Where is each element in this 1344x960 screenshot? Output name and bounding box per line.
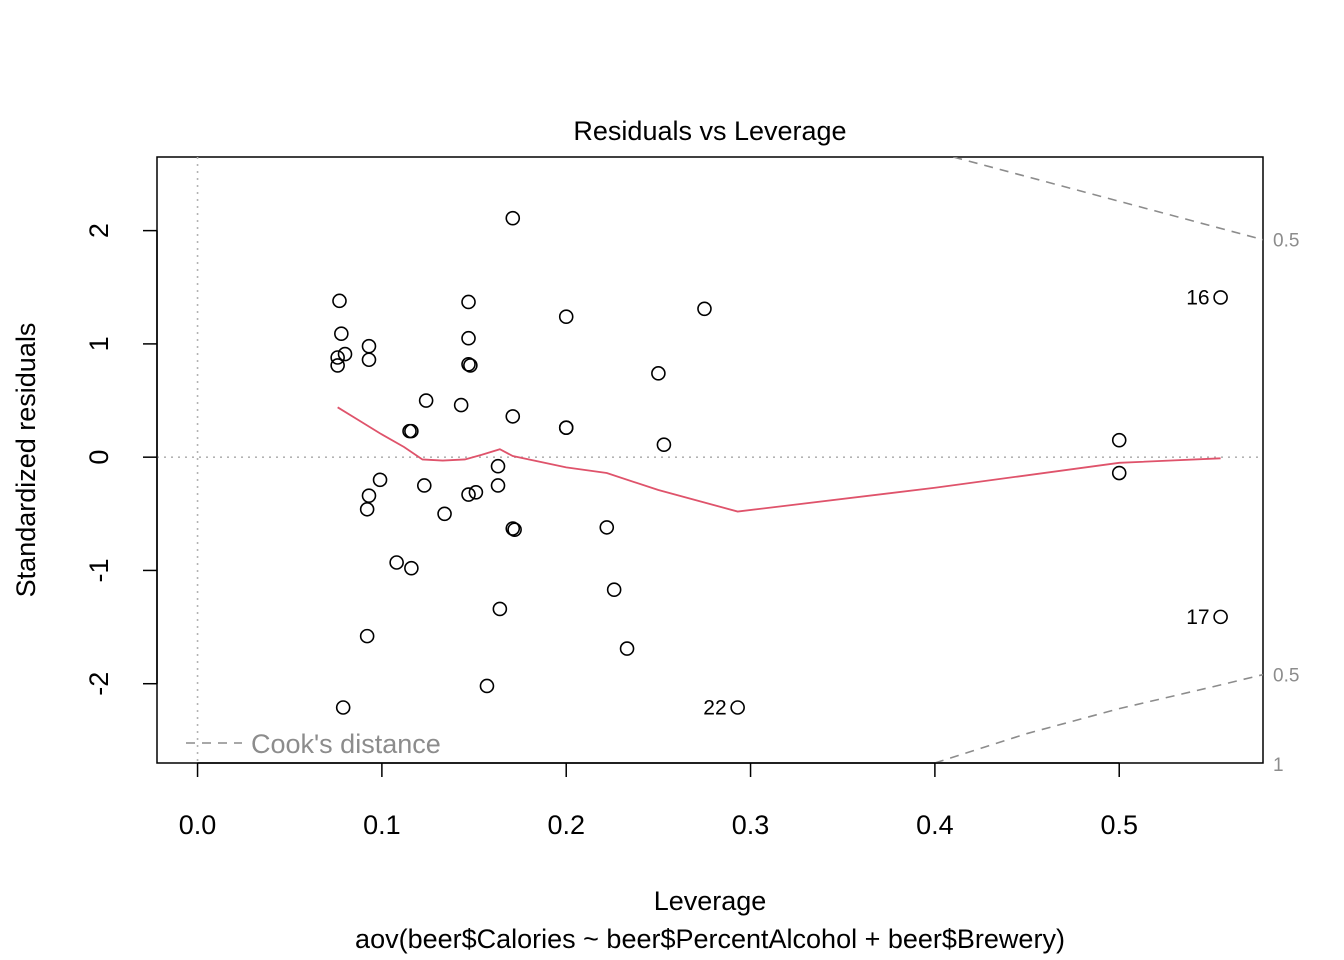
data-point (651, 366, 666, 381)
point-labels: 16 17 22 (703, 286, 1209, 719)
cooks-contour-upper-0.5 (953, 157, 1263, 241)
x-tick-label: 0.1 (363, 810, 401, 840)
data-point (361, 488, 377, 503)
y-tick-label: -2 (84, 672, 114, 696)
data-point (334, 326, 349, 342)
data-point (461, 356, 476, 372)
cooks-contour-label: 1 (1273, 755, 1284, 776)
point-label: 16 (1186, 286, 1209, 309)
data-point (404, 560, 419, 576)
data-point (461, 294, 476, 310)
data-point (606, 582, 622, 597)
data-point (619, 641, 635, 656)
data-point (461, 487, 476, 502)
data-point (335, 700, 351, 715)
point-label: 22 (703, 696, 726, 719)
y-tick-label: 1 (84, 336, 114, 351)
legend: Cook's distance (186, 729, 441, 759)
data-point (1213, 290, 1228, 305)
data-point (418, 393, 434, 408)
y-tick-label: -1 (84, 558, 114, 582)
x-tick-label: 0.0 (179, 810, 217, 840)
cooks-distance-contours (934, 157, 1263, 763)
chart-subtitle: aov(beer$Calories ~ beer$PercentAlcohol … (355, 924, 1065, 954)
data-point (416, 478, 432, 493)
data-point (479, 678, 495, 694)
data-point (461, 330, 476, 346)
data-point (656, 437, 672, 453)
data-point (730, 700, 745, 715)
data-point (599, 520, 615, 535)
data-point (1213, 609, 1228, 625)
y-axis-label: Standardized residuals (11, 323, 41, 598)
data-point (437, 506, 452, 522)
data-point (492, 601, 508, 617)
data-point (372, 472, 388, 488)
x-tick-label: 0.5 (1100, 810, 1138, 840)
data-point (361, 338, 377, 354)
data-point (507, 522, 522, 537)
data-point (453, 397, 469, 413)
y-tick-label: 2 (84, 223, 114, 238)
legend-label: Cook's distance (251, 729, 441, 759)
x-axis-label: Leverage (654, 886, 767, 916)
y-axis: -2 -1 0 1 2 (84, 223, 158, 696)
data-point (389, 555, 404, 570)
cooks-contour-lower-0.5 (934, 673, 1263, 763)
data-point (1111, 465, 1127, 481)
data-point (505, 409, 521, 424)
cooks-contour-label: 0.5 (1273, 666, 1299, 687)
data-points (330, 210, 1228, 715)
data-point (697, 301, 712, 317)
x-axis: 0.0 0.1 0.2 0.3 0.4 0.5 (179, 762, 1138, 840)
x-tick-label: 0.3 (732, 810, 770, 840)
data-point (490, 458, 506, 474)
data-point (1111, 432, 1127, 448)
data-point (468, 484, 484, 500)
data-point (337, 346, 353, 362)
x-tick-label: 0.2 (547, 810, 585, 840)
chart-title: Residuals vs Leverage (573, 116, 846, 146)
data-point (361, 352, 377, 368)
data-point (558, 309, 574, 325)
data-point (505, 521, 521, 536)
data-point (330, 350, 345, 365)
data-point (359, 628, 375, 644)
data-point (490, 478, 506, 493)
data-point (558, 420, 574, 436)
y-tick-label: 0 (84, 450, 114, 465)
cooks-contour-label: 0.5 (1273, 231, 1299, 252)
data-point (505, 210, 521, 226)
smoother-line (337, 406, 1221, 513)
data-point (330, 358, 345, 373)
data-point (332, 293, 347, 309)
point-label: 17 (1186, 606, 1209, 629)
x-tick-label: 0.4 (916, 810, 954, 840)
data-point (359, 501, 375, 517)
reference-lines (157, 157, 1263, 763)
data-point (463, 358, 478, 373)
cooks-contour-labels: 0.5 0.5 1 (1273, 231, 1299, 776)
smoother-line-group (337, 406, 1221, 513)
data-point (404, 423, 419, 439)
plot-frame (156, 156, 1264, 764)
